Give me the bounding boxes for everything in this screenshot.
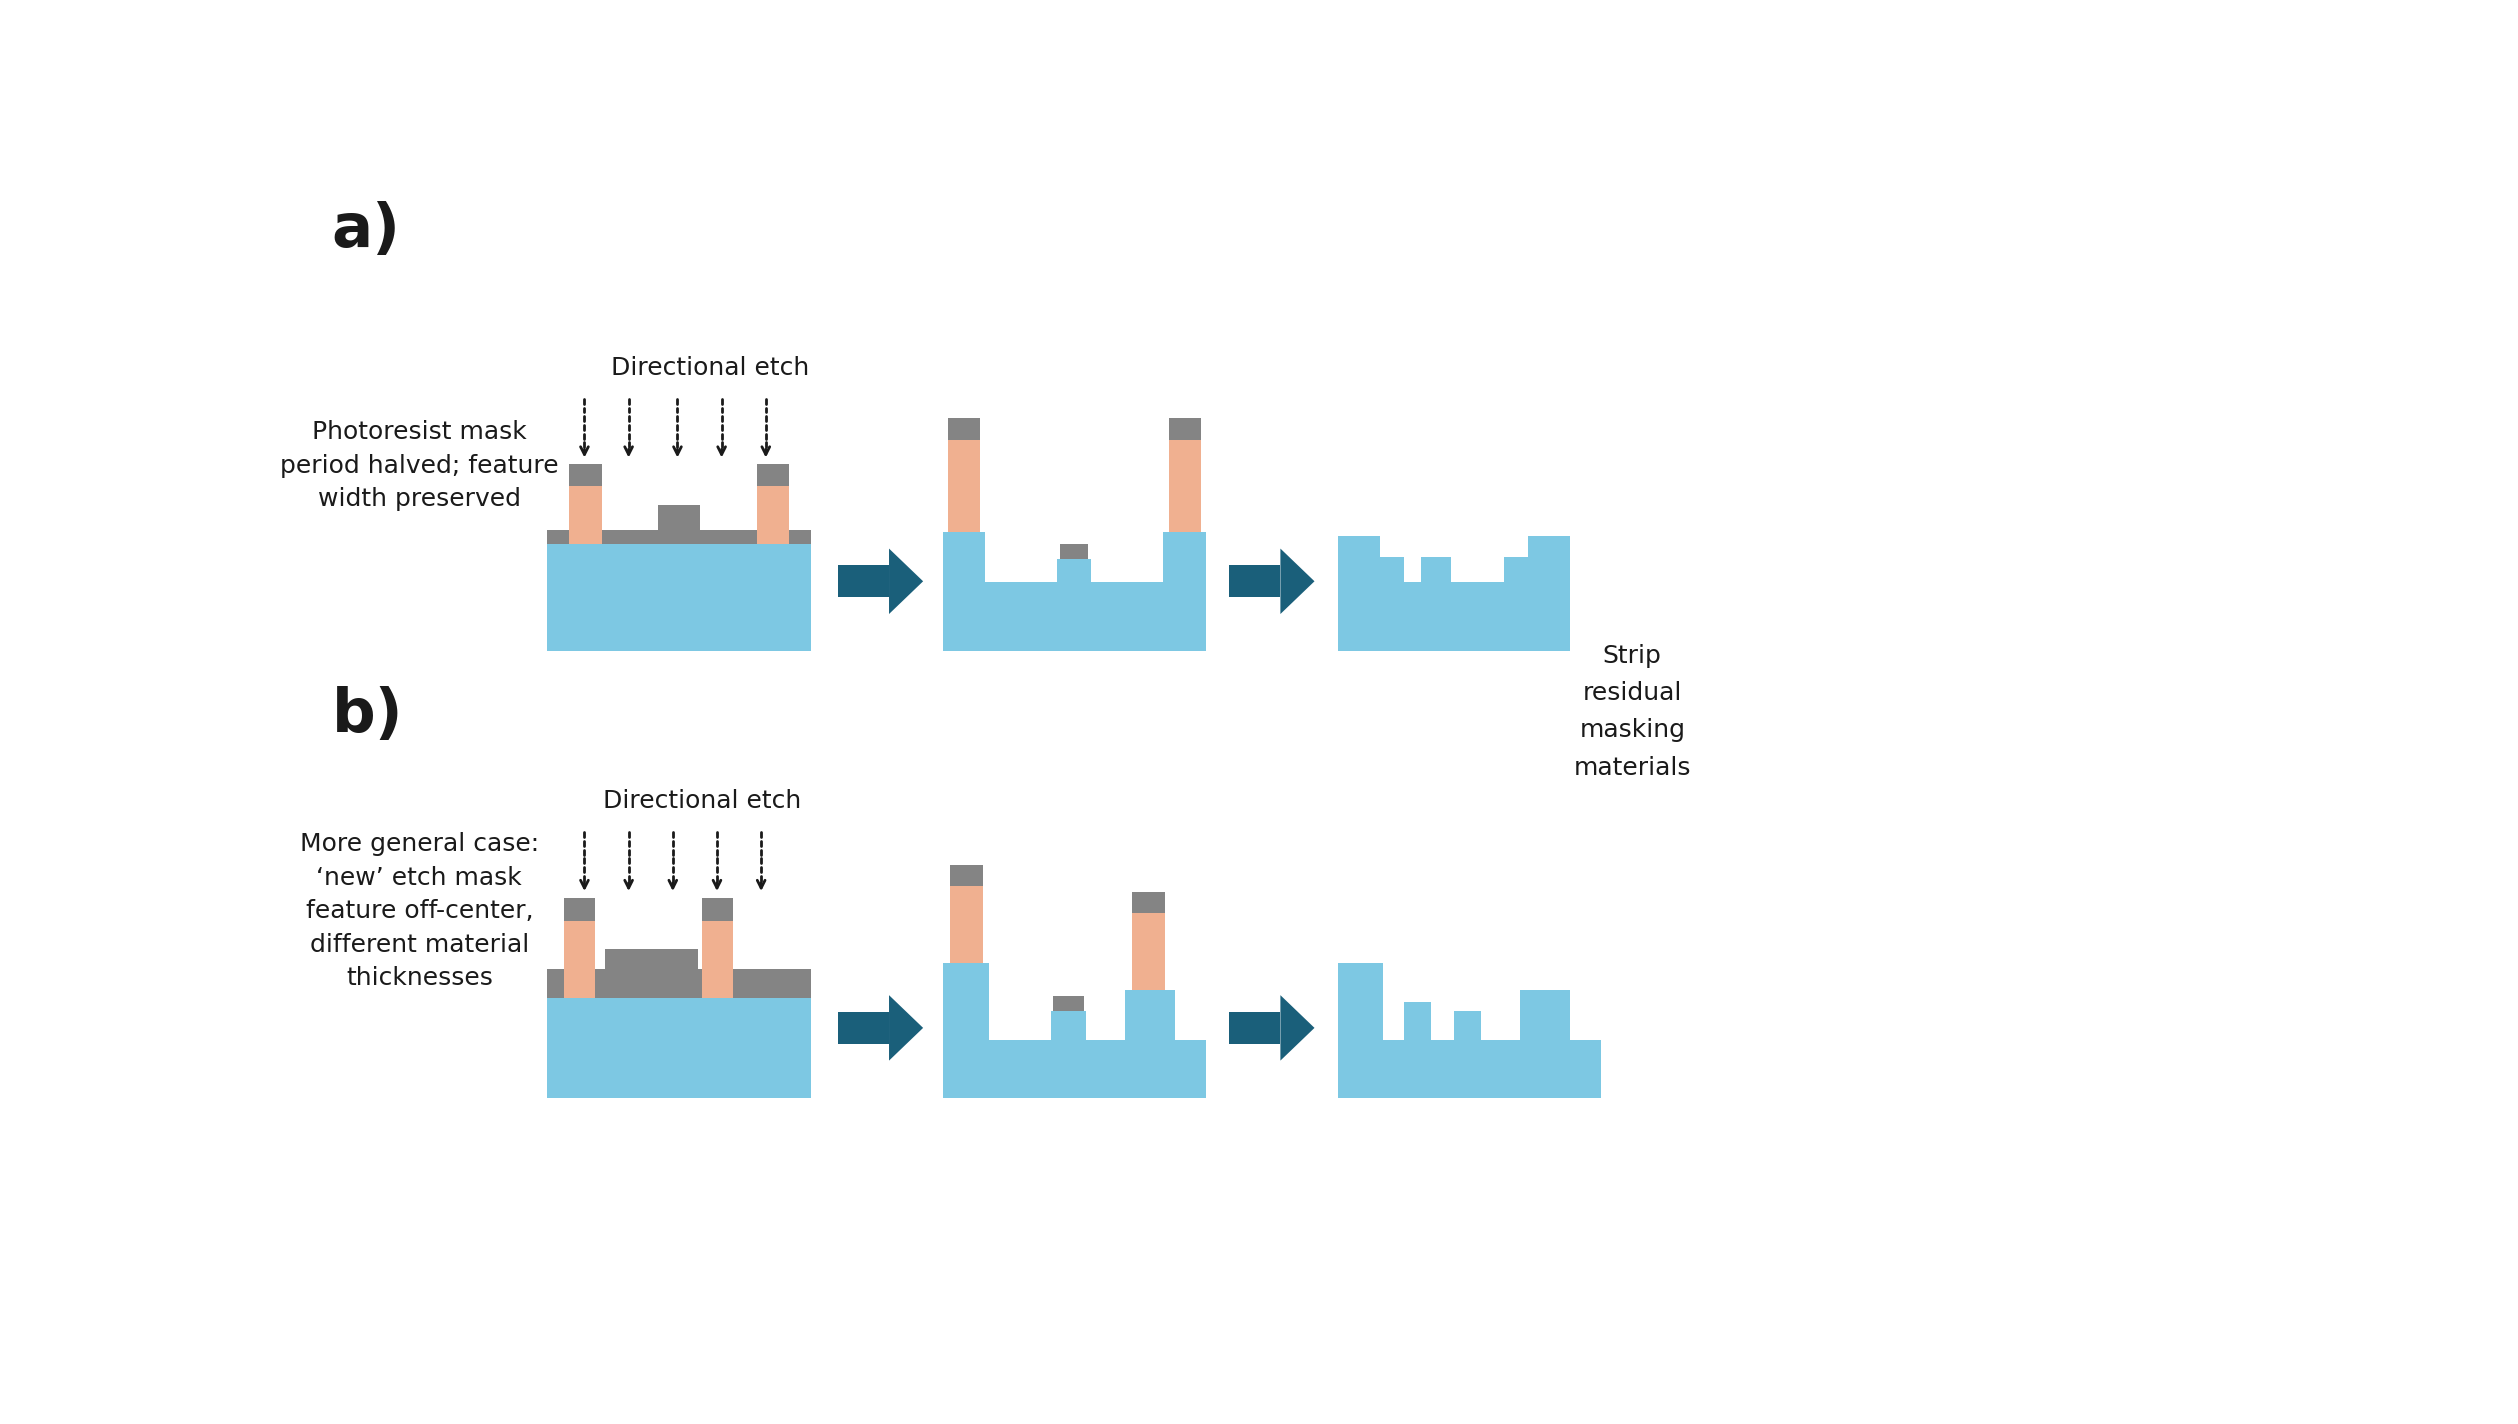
Bar [838, 1011, 889, 1044]
Bar [546, 531, 569, 544]
Bar [703, 897, 733, 921]
Bar [1503, 557, 1528, 582]
Bar [1058, 560, 1090, 582]
Bar [1403, 1001, 1430, 1040]
Bar [1133, 913, 1166, 990]
Bar [1521, 990, 1571, 1040]
Bar [947, 419, 980, 440]
Bar [755, 486, 788, 544]
Text: Directional etch: Directional etch [604, 789, 801, 813]
Bar [604, 950, 697, 968]
Bar [755, 464, 788, 486]
Bar [1337, 582, 1571, 651]
Bar [1126, 990, 1176, 1040]
Bar [942, 533, 985, 582]
Bar [546, 968, 811, 998]
Polygon shape [889, 548, 924, 614]
Bar [942, 963, 990, 1040]
Bar [657, 506, 700, 530]
Bar [1168, 440, 1201, 533]
Polygon shape [1279, 548, 1314, 614]
Bar [1229, 565, 1279, 598]
Text: Directional etch: Directional etch [612, 356, 808, 380]
Bar [1453, 1011, 1481, 1040]
Bar [569, 464, 602, 486]
Bar [949, 864, 982, 886]
Bar [546, 998, 811, 1098]
Bar [1053, 995, 1083, 1011]
Bar [838, 565, 889, 598]
Bar [1337, 535, 1380, 582]
Bar [1528, 535, 1571, 582]
Bar [1420, 557, 1450, 582]
Bar [947, 440, 980, 533]
Bar [564, 921, 594, 998]
Bar [546, 544, 811, 651]
Text: Photoresist mask
period halved; feature
width preserved: Photoresist mask period halved; feature … [279, 420, 559, 511]
Bar [1229, 1011, 1279, 1044]
Bar [1337, 1040, 1601, 1098]
Bar [1163, 533, 1206, 582]
Polygon shape [889, 995, 924, 1061]
Text: More general case:
‘new’ etch mask
feature off-center,
different material
thickn: More general case: ‘new’ etch mask featu… [300, 832, 539, 990]
Bar [546, 530, 811, 544]
Text: b): b) [332, 686, 403, 745]
Bar [564, 897, 594, 921]
Bar [942, 582, 1206, 651]
Bar [1337, 963, 1382, 1040]
Bar [942, 1040, 1206, 1098]
Bar [569, 486, 602, 544]
Bar [1168, 419, 1201, 440]
Bar [1133, 891, 1166, 913]
Polygon shape [1279, 995, 1314, 1061]
Bar [1050, 1011, 1085, 1040]
Bar [949, 886, 982, 963]
Text: a): a) [332, 201, 400, 261]
Bar [1380, 557, 1403, 582]
Bar [1060, 544, 1088, 560]
Bar [703, 921, 733, 998]
Text: Strip
residual
masking
materials: Strip residual masking materials [1574, 644, 1692, 779]
Bar [788, 531, 811, 544]
